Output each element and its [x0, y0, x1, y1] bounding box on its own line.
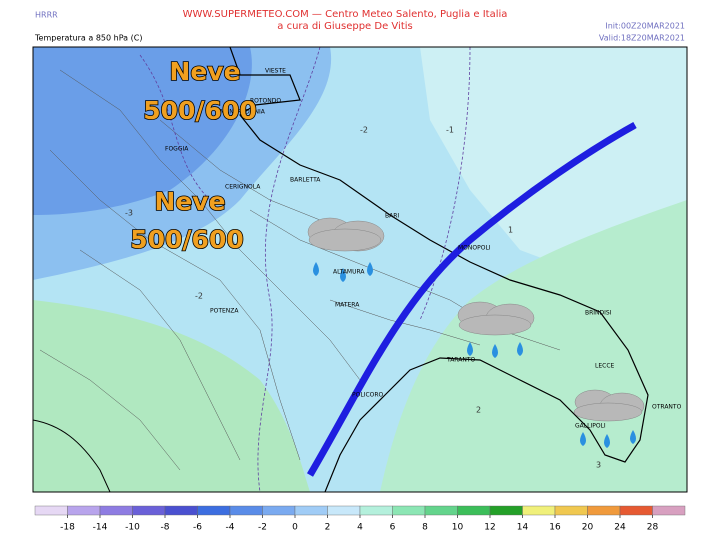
color-swatch [197, 505, 231, 516]
color-swatch [132, 505, 166, 516]
tick-label: 12 [484, 523, 495, 533]
color-swatch [294, 505, 328, 516]
color-swatch [229, 505, 263, 516]
city-label: POLICORO [352, 392, 384, 399]
map: VIESTE ROTONDO MANFREDONIA FOGGIA CERIGN… [33, 47, 687, 492]
snow-note: Neve [169, 57, 240, 86]
colorbar: -18 -14 -10 -8 -6 -4 -2 0 2 4 6 8 10 12 14 16 20 24 28 [34, 505, 686, 533]
color-swatch [522, 505, 556, 516]
color-swatch [652, 505, 686, 516]
city-label: ROTONDO [250, 98, 281, 105]
color-swatch [262, 505, 296, 516]
rain-cloud [573, 389, 645, 448]
tick-label: 20 [582, 523, 594, 533]
tick-label: -2 [258, 523, 267, 533]
contour-label: -1 [446, 126, 454, 135]
tick-label: 0 [292, 523, 298, 533]
tick-label: 8 [422, 523, 428, 533]
city-label: ALTAMURA [333, 269, 365, 276]
color-swatch [392, 505, 426, 516]
tick-label: -8 [161, 523, 170, 533]
city-label: MATERA [335, 302, 360, 309]
tick-label: 4 [357, 523, 363, 533]
rain-cloud [457, 301, 535, 358]
snow-note: 500/600 [130, 225, 244, 254]
tick-label: 6 [390, 523, 396, 533]
contour-label: 2 [476, 406, 481, 415]
contour-label: 1 [508, 226, 513, 235]
city-label: BRINDISI [585, 310, 612, 317]
init-time: Init:00Z20MAR2021 [605, 22, 685, 31]
city-label: TARANTO [446, 357, 475, 364]
coastline [229, 47, 649, 492]
tick-label: 10 [452, 523, 464, 533]
color-swatch [489, 505, 523, 516]
city-label: GALLIPOLI [575, 423, 606, 430]
contour-label: -2 [360, 126, 368, 135]
model-name: HRRR [35, 11, 58, 20]
field-zone [33, 47, 252, 215]
city-label: OTRANTO [652, 404, 682, 411]
tick-label: -18 [60, 523, 75, 533]
color-swatch [34, 505, 68, 516]
color-swatch [424, 505, 458, 516]
snow-note: Neve [154, 187, 225, 216]
city-label: MONOPOLI [458, 245, 491, 252]
city-label: CERIGNOLA [225, 184, 261, 191]
isotherm [257, 47, 321, 492]
color-swatch [67, 505, 101, 516]
author: a cura di Giuseppe De Vitis [277, 21, 412, 32]
coastline [33, 419, 111, 492]
field-zone [33, 300, 310, 492]
contour-label: -2 [195, 292, 203, 301]
field-name: Temperatura a 850 hPa (C) [34, 34, 142, 43]
tick-label: -6 [193, 523, 202, 533]
tick-label: -10 [125, 523, 140, 533]
color-swatch [587, 505, 621, 516]
color-swatch [164, 505, 198, 516]
city-label: MANFREDONIA [220, 109, 266, 116]
color-swatch [327, 505, 361, 516]
color-swatch [457, 505, 491, 516]
color-swatch [619, 505, 653, 516]
city-label: BARI [385, 213, 399, 220]
map-frame [32, 46, 688, 493]
contour-label: -3 [125, 209, 133, 218]
tick-label: 16 [549, 523, 561, 533]
tick-label: 28 [647, 523, 659, 533]
borders [39, 69, 561, 471]
contour-label: 3 [596, 461, 601, 470]
color-swatch [554, 505, 588, 516]
rain-cloud [307, 217, 385, 282]
city-label: POTENZA [210, 308, 239, 315]
tick-label: 2 [325, 523, 331, 533]
tick-label: -14 [93, 523, 108, 533]
tick-label: -4 [226, 523, 235, 533]
front-line [306, 121, 637, 477]
site-title: WWW.SUPERMETEO.COM — Centro Meteo Salent… [183, 9, 508, 20]
valid-time: Valid:18Z20MAR2021 [599, 34, 685, 43]
city-label: VIESTE [265, 68, 286, 75]
city-label: LECCE [595, 363, 615, 370]
color-swatch [359, 505, 393, 516]
snow-note: 500/600 [143, 96, 257, 125]
field-zone [420, 47, 687, 280]
city-label: BARLETTA [290, 177, 321, 184]
city-label: FOGGIA [165, 146, 189, 153]
tick-label: 24 [614, 523, 626, 533]
color-swatch [99, 505, 133, 516]
tick-label: 14 [517, 523, 529, 533]
isotherm [139, 54, 211, 201]
